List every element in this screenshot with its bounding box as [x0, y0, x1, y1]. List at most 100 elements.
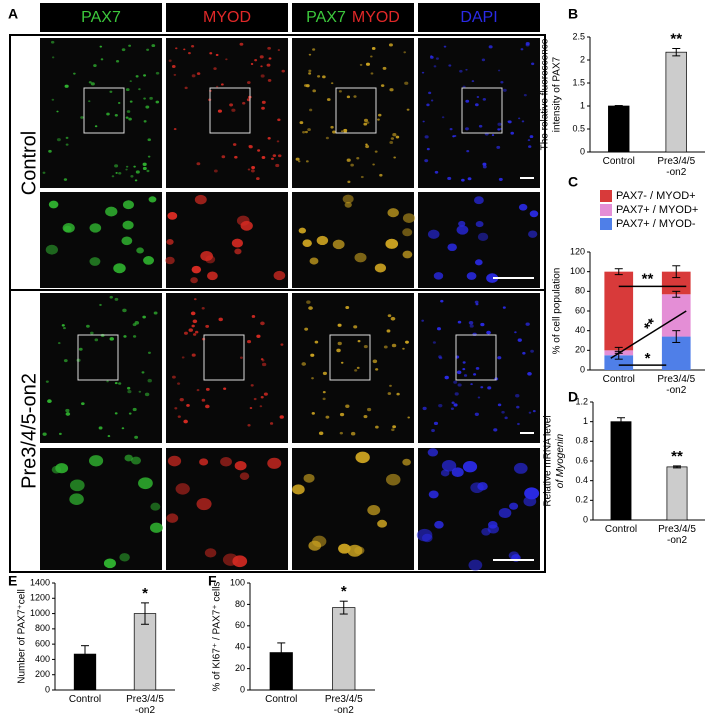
cell — [143, 97, 146, 100]
cell — [482, 98, 487, 101]
cell — [218, 317, 223, 322]
cell — [118, 171, 122, 175]
cell — [363, 415, 368, 419]
cell — [515, 393, 520, 398]
cell — [99, 45, 103, 48]
cell — [225, 58, 228, 61]
cell — [428, 490, 439, 499]
cell — [370, 72, 374, 75]
y-tick-label: 1.2 — [575, 396, 588, 406]
cell — [518, 117, 521, 120]
cell — [389, 88, 394, 92]
cell — [390, 316, 396, 321]
cell — [242, 101, 246, 105]
cell — [525, 322, 530, 326]
bar-segment — [661, 294, 691, 337]
cell — [447, 243, 457, 252]
y-axis-label: Relative mRNA level — [543, 415, 554, 506]
cell — [523, 93, 527, 97]
y-tick-label: 40 — [235, 642, 245, 652]
cell — [90, 82, 95, 86]
cell — [395, 135, 400, 139]
cell — [250, 384, 254, 387]
cell — [125, 168, 128, 171]
cell — [340, 130, 344, 133]
cell — [463, 374, 468, 377]
cell — [205, 387, 210, 391]
cell — [90, 331, 94, 335]
cell — [123, 335, 127, 338]
cell — [308, 53, 312, 56]
cell — [428, 91, 432, 95]
cell — [209, 52, 213, 55]
cell — [430, 55, 433, 58]
cell — [453, 380, 458, 384]
cell — [447, 176, 452, 181]
cell — [387, 314, 392, 318]
cell — [124, 454, 133, 462]
cell — [193, 333, 197, 336]
cell — [402, 250, 413, 259]
cell — [467, 177, 472, 181]
cell — [128, 44, 132, 47]
cell — [360, 175, 364, 179]
cell — [166, 239, 174, 245]
y-tick-label: 0 — [240, 684, 245, 694]
bar — [666, 466, 688, 521]
cell — [143, 74, 147, 77]
cell — [261, 106, 265, 110]
cell — [531, 62, 535, 66]
y-tick-label: 0.8 — [575, 436, 588, 446]
cell — [147, 351, 151, 354]
cell — [122, 200, 134, 210]
cell — [434, 170, 439, 174]
cell — [223, 387, 227, 390]
cell — [508, 551, 520, 560]
cell — [247, 423, 251, 427]
cell — [267, 46, 271, 50]
cell — [356, 157, 360, 160]
cell — [393, 156, 396, 159]
cell — [55, 463, 69, 474]
cell — [114, 164, 119, 168]
cell — [65, 412, 71, 416]
cell — [302, 239, 312, 247]
cell — [276, 140, 280, 143]
x-tick-label: Pre3/4/5 -on2 — [658, 524, 696, 546]
cell — [378, 113, 382, 117]
cell — [191, 74, 196, 78]
cell — [88, 81, 92, 84]
cell — [183, 48, 186, 51]
cell — [524, 487, 540, 500]
micrograph — [166, 192, 288, 288]
cell — [309, 257, 319, 265]
cell — [478, 124, 483, 128]
cell — [306, 300, 311, 304]
cell — [119, 553, 130, 562]
micrograph — [418, 38, 540, 188]
y-axis-label: % of cell population — [552, 268, 563, 355]
cell — [345, 305, 350, 310]
cell — [356, 366, 360, 369]
cell — [421, 319, 425, 322]
channel-name: PAX7 — [81, 9, 121, 26]
cell — [402, 458, 411, 466]
cell — [172, 375, 176, 379]
cell — [457, 383, 462, 387]
cell — [374, 150, 378, 153]
cell — [432, 341, 436, 344]
cell — [45, 244, 58, 255]
cell — [501, 410, 505, 414]
cell — [134, 435, 139, 439]
cell — [363, 118, 369, 122]
cell — [298, 227, 307, 234]
cell — [165, 256, 175, 265]
cell — [430, 99, 434, 102]
cell — [350, 163, 354, 167]
y-tick-label: 0 — [45, 684, 50, 694]
cell — [322, 75, 326, 79]
cell — [256, 177, 260, 181]
cell — [486, 273, 499, 283]
cell — [474, 300, 479, 304]
